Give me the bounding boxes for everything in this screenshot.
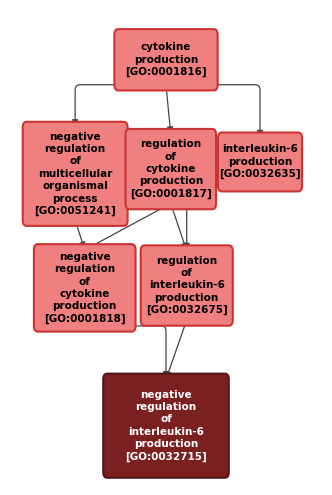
Text: regulation
of
interleukin-6
production
[GO:0032675]: regulation of interleukin-6 production […	[146, 255, 228, 315]
FancyBboxPatch shape	[218, 133, 302, 192]
Text: interleukin-6
production
[GO:0032635]: interleukin-6 production [GO:0032635]	[219, 145, 301, 180]
Text: regulation
of
cytokine
production
[GO:0001817]: regulation of cytokine production [GO:00…	[130, 139, 212, 199]
FancyBboxPatch shape	[141, 246, 233, 326]
Text: cytokine
production
[GO:0001816]: cytokine production [GO:0001816]	[125, 42, 207, 77]
Text: negative
regulation
of
cytokine
production
[GO:0001818]: negative regulation of cytokine producti…	[44, 252, 125, 324]
FancyBboxPatch shape	[114, 29, 218, 91]
FancyBboxPatch shape	[103, 374, 229, 478]
Text: negative
regulation
of
multicellular
organismal
process
[GO:0051241]: negative regulation of multicellular org…	[34, 132, 116, 216]
FancyBboxPatch shape	[125, 129, 216, 209]
FancyBboxPatch shape	[23, 122, 127, 226]
Text: negative
regulation
of
interleukin-6
production
[GO:0032715]: negative regulation of interleukin-6 pro…	[125, 390, 207, 462]
FancyBboxPatch shape	[34, 244, 135, 332]
